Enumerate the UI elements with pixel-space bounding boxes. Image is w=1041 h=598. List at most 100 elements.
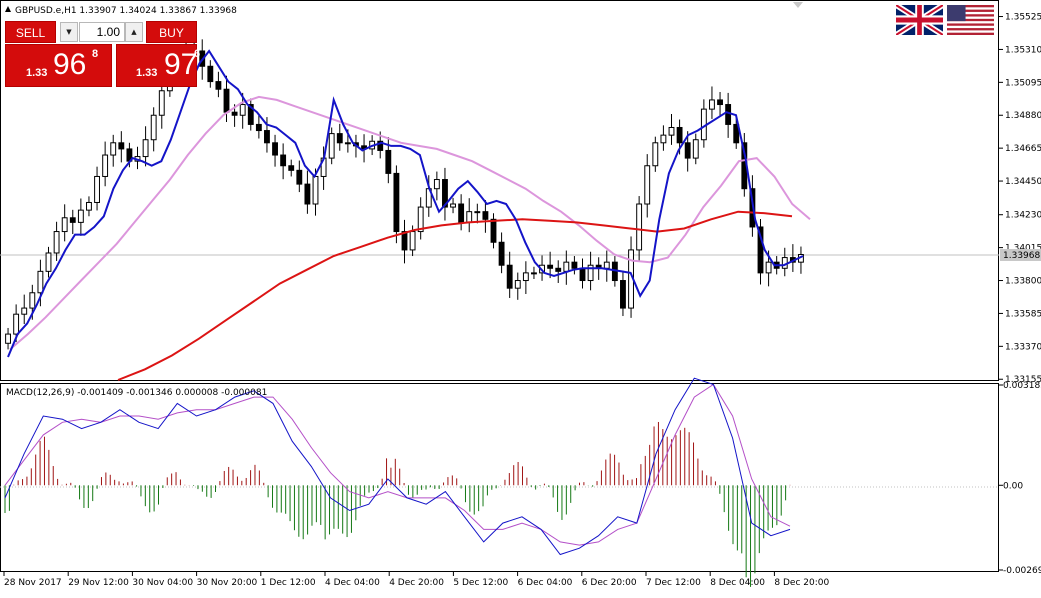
candle-body (5, 333, 11, 344)
candle-body (264, 130, 270, 144)
candle-body (45, 252, 52, 272)
candle-body (409, 231, 416, 251)
candle-body (272, 142, 278, 156)
candle-body (579, 267, 586, 282)
candle-body (652, 142, 659, 167)
volume-input[interactable] (79, 22, 125, 42)
price-tick-label: 1.34665 (1005, 144, 1041, 154)
candle-body (77, 209, 84, 223)
candle-body (142, 139, 149, 158)
candle-body (29, 292, 36, 309)
time-tick-label: 8 Dec 04:00 (710, 578, 765, 588)
uk-flag-icon[interactable] (896, 5, 943, 35)
collapse-arrow-icon[interactable] (5, 6, 11, 12)
candle-body (490, 218, 497, 243)
sell-price-prefix: 1.33 (26, 67, 48, 79)
time-tick-label: 5 Dec 12:00 (453, 578, 508, 588)
candle-body (498, 241, 505, 266)
candle-body (231, 111, 238, 116)
candle-body (692, 139, 699, 159)
candle-body (717, 99, 723, 106)
price-tick-label: 1.33370 (1005, 342, 1041, 352)
time-tick-label: 6 Dec 04:00 (518, 578, 573, 588)
time-tick-label: 30 Nov 20:00 (197, 578, 258, 588)
candle-body (69, 217, 76, 223)
candle-body (450, 203, 456, 208)
buy-button[interactable]: BUY (146, 21, 197, 43)
buy-price-pip: 6 (194, 48, 201, 60)
candle-body (385, 149, 392, 174)
candle-body (733, 123, 740, 144)
candle-body (377, 140, 384, 151)
candle-body (150, 114, 157, 141)
macd-layer (4, 377, 791, 587)
candle-body (709, 99, 715, 110)
candle-body (239, 104, 246, 116)
macd-title: MACD(12,26,9) -0.001409 -0.001346 0.0000… (6, 388, 267, 398)
candle-body (676, 126, 683, 144)
candle-body (587, 264, 594, 282)
macd-tick-label: 0.003185 (1003, 381, 1041, 391)
candle-body (401, 231, 408, 251)
candle-body (223, 88, 230, 113)
sell-button[interactable]: SELL (5, 21, 56, 43)
candle-body (482, 211, 489, 220)
macd-tick-label: 0.00 (1003, 481, 1023, 491)
candle-body (61, 217, 68, 233)
candle-body (636, 203, 643, 251)
candle-body (433, 179, 440, 190)
us-flag-icon[interactable] (947, 5, 994, 35)
candle-body (393, 172, 400, 233)
time-tick-label: 8 Dec 20:00 (774, 578, 829, 588)
price-tick-label: 1.35310 (1005, 45, 1041, 55)
candle-body (118, 142, 125, 150)
price-tick-label: 1.34450 (1005, 177, 1041, 187)
price-tick-label: 1.33155 (1005, 375, 1041, 385)
candle-body (458, 203, 465, 223)
candle-body (555, 267, 562, 272)
sell-price-button[interactable]: 1.33 96 8 (5, 44, 112, 87)
buy-price-button[interactable]: 1.33 97 6 (116, 44, 201, 87)
price-tick-label: 1.35095 (1005, 78, 1041, 88)
price-tick-label: 1.33800 (1005, 277, 1041, 287)
candle-body (547, 264, 554, 269)
candle-body (474, 211, 481, 214)
candle-body (620, 280, 626, 309)
sell-price-pip: 8 (92, 48, 99, 60)
trade-panel-top-row: SELL ▼ ▲ BUY (5, 21, 197, 43)
candle-body (668, 126, 675, 136)
candle-body (21, 307, 28, 315)
candle-body (13, 313, 20, 335)
candle-body (312, 175, 319, 205)
time-tick-label: 28 Nov 2017 (4, 578, 62, 588)
volume-decrease-button[interactable]: ▼ (60, 22, 78, 42)
time-tick-label: 4 Dec 20:00 (389, 578, 444, 588)
candle-body (644, 165, 651, 205)
main-chart-frame (0, 0, 999, 381)
time-tick-label: 29 Nov 12:00 (68, 578, 129, 588)
candle-body (603, 261, 610, 269)
candle-body (684, 142, 691, 159)
time-tick-label: 30 Nov 04:00 (132, 578, 193, 588)
candle-body (37, 270, 44, 294)
candle-body (296, 169, 303, 185)
candle-body (304, 183, 311, 205)
candle-body (563, 261, 570, 272)
candle-body (506, 264, 513, 289)
buy-price-prefix: 1.33 (136, 67, 158, 79)
macd-frame (0, 383, 999, 572)
scroll-marker-icon[interactable] (793, 2, 803, 8)
volume-increase-button[interactable]: ▲ (125, 22, 143, 42)
candle-body (110, 142, 117, 156)
candle-body (280, 154, 287, 167)
macd-scale: 0.003185 0.00 -0.002691 (999, 381, 1041, 576)
candle-body (725, 104, 732, 125)
arrow-up-icon: ▲ (131, 28, 137, 36)
candle-body (53, 231, 60, 254)
candle-body (514, 280, 521, 289)
macd-main-line (4, 377, 791, 556)
current-price-label: 1.33968 (1003, 251, 1040, 261)
arrow-down-icon: ▼ (66, 28, 72, 36)
time-tick-label: 1 Dec 12:00 (261, 578, 316, 588)
